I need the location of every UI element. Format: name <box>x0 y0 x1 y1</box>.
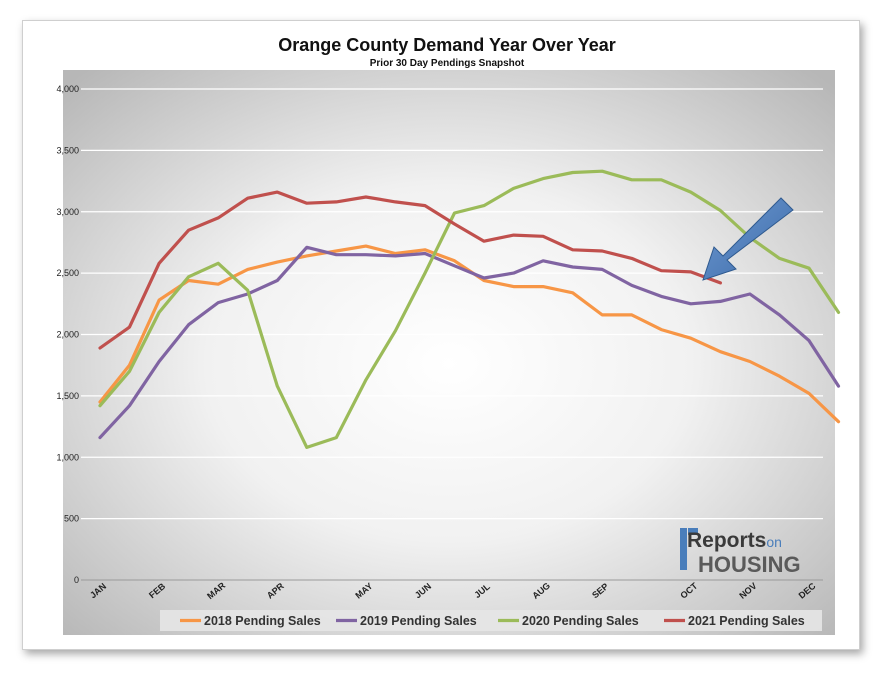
y-tick-label: 2,000 <box>56 330 79 340</box>
y-tick-label: 3,500 <box>56 145 79 155</box>
logo-line1: Reportson <box>687 529 782 552</box>
y-axis-ticks: 0 500 1,000 1,500 2,000 2,500 3,000 3,500 4,000 <box>56 84 79 585</box>
legend-label: 2019 Pending Sales <box>360 614 477 628</box>
chart: Orange County Demand Year Over Year Prio… <box>56 35 841 635</box>
y-tick-label: 1,000 <box>56 452 79 462</box>
y-tick-label: 0 <box>74 575 79 585</box>
y-tick-label: 1,500 <box>56 391 79 401</box>
y-tick-label: 3,000 <box>56 207 79 217</box>
legend-label: 2018 Pending Sales <box>204 614 321 628</box>
logo-mark <box>680 528 687 570</box>
logo-line2: HOUSING <box>698 552 801 577</box>
chart-subtitle: Prior 30 Day Pendings Snapshot <box>370 58 525 69</box>
series-line-2020 <box>98 169 841 449</box>
chart-frame: Orange County Demand Year Over Year Prio… <box>22 20 860 650</box>
legend-label: 2020 Pending Sales <box>522 614 639 628</box>
series-line-2021 <box>98 190 723 350</box>
legend-box <box>160 610 822 631</box>
arrow-annotation <box>702 197 794 281</box>
series-lines <box>98 169 841 449</box>
series-line-2019 <box>98 245 841 440</box>
logo-on: on <box>766 534 782 550</box>
y-tick-label: 2,500 <box>56 268 79 278</box>
gridlines <box>81 88 823 520</box>
legend-label: 2021 Pending Sales <box>688 614 805 628</box>
y-tick-label: 4,000 <box>56 84 79 94</box>
reports-on-housing-logo: Reportson HOUSING <box>680 528 801 577</box>
logo-mark-accent <box>688 528 698 535</box>
chart-title: Orange County Demand Year Over Year <box>278 35 615 55</box>
legend: 2018 Pending Sales 2019 Pending Sales 2020… <box>180 614 805 628</box>
logo-eports: eports <box>702 529 766 552</box>
y-tick-label: 500 <box>64 514 79 524</box>
logo-r: R <box>687 529 702 552</box>
plot-area <box>63 70 835 635</box>
